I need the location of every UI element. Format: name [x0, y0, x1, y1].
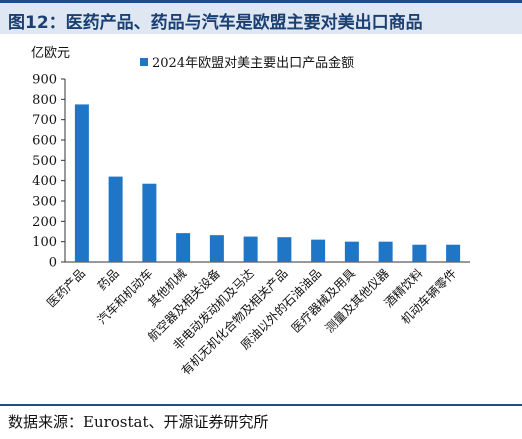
bar	[446, 244, 461, 262]
x-tick-label: 医药产品	[44, 266, 88, 310]
bar	[378, 241, 393, 262]
source-divider	[0, 404, 522, 406]
bar	[142, 183, 157, 262]
y-tick-label: 300	[32, 195, 57, 210]
y-tick-label: 700	[32, 113, 57, 128]
bar	[108, 176, 123, 262]
y-tick-label: 500	[32, 154, 57, 169]
bar-chart: 亿欧元 2024年欧盟对美主要出口产品金额 0 100 200 300 400 500 600 7…	[31, 46, 470, 378]
y-unit-label: 亿欧元	[31, 46, 70, 61]
bar	[176, 233, 191, 262]
x-tick-label: 药品	[95, 266, 122, 293]
bar	[243, 236, 258, 262]
title-bar: 图12：医药产品、药品与汽车是欧盟主要对美出口商品	[0, 0, 522, 34]
y-tick-label: 800	[32, 93, 57, 108]
chart-title: 图12：医药产品、药品与汽车是欧盟主要对美出口商品	[8, 13, 423, 33]
source-note: 数据来源：Eurostat、开源证券研究所	[8, 413, 269, 431]
legend-swatch	[140, 58, 148, 66]
bar	[277, 237, 292, 262]
y-tick-label: 0	[49, 256, 57, 271]
bar	[209, 235, 224, 262]
y-tick-label: 600	[32, 134, 57, 149]
y-tick-label: 100	[32, 235, 57, 250]
bar	[412, 244, 427, 262]
y-tick-label: 200	[32, 215, 57, 230]
bar	[344, 241, 359, 262]
legend-label: 2024年欧盟对美主要出口产品金额	[152, 55, 354, 71]
y-tick-label: 400	[32, 174, 57, 189]
bar	[311, 239, 326, 262]
bar	[74, 104, 89, 263]
y-tick-label: 900	[32, 73, 57, 88]
